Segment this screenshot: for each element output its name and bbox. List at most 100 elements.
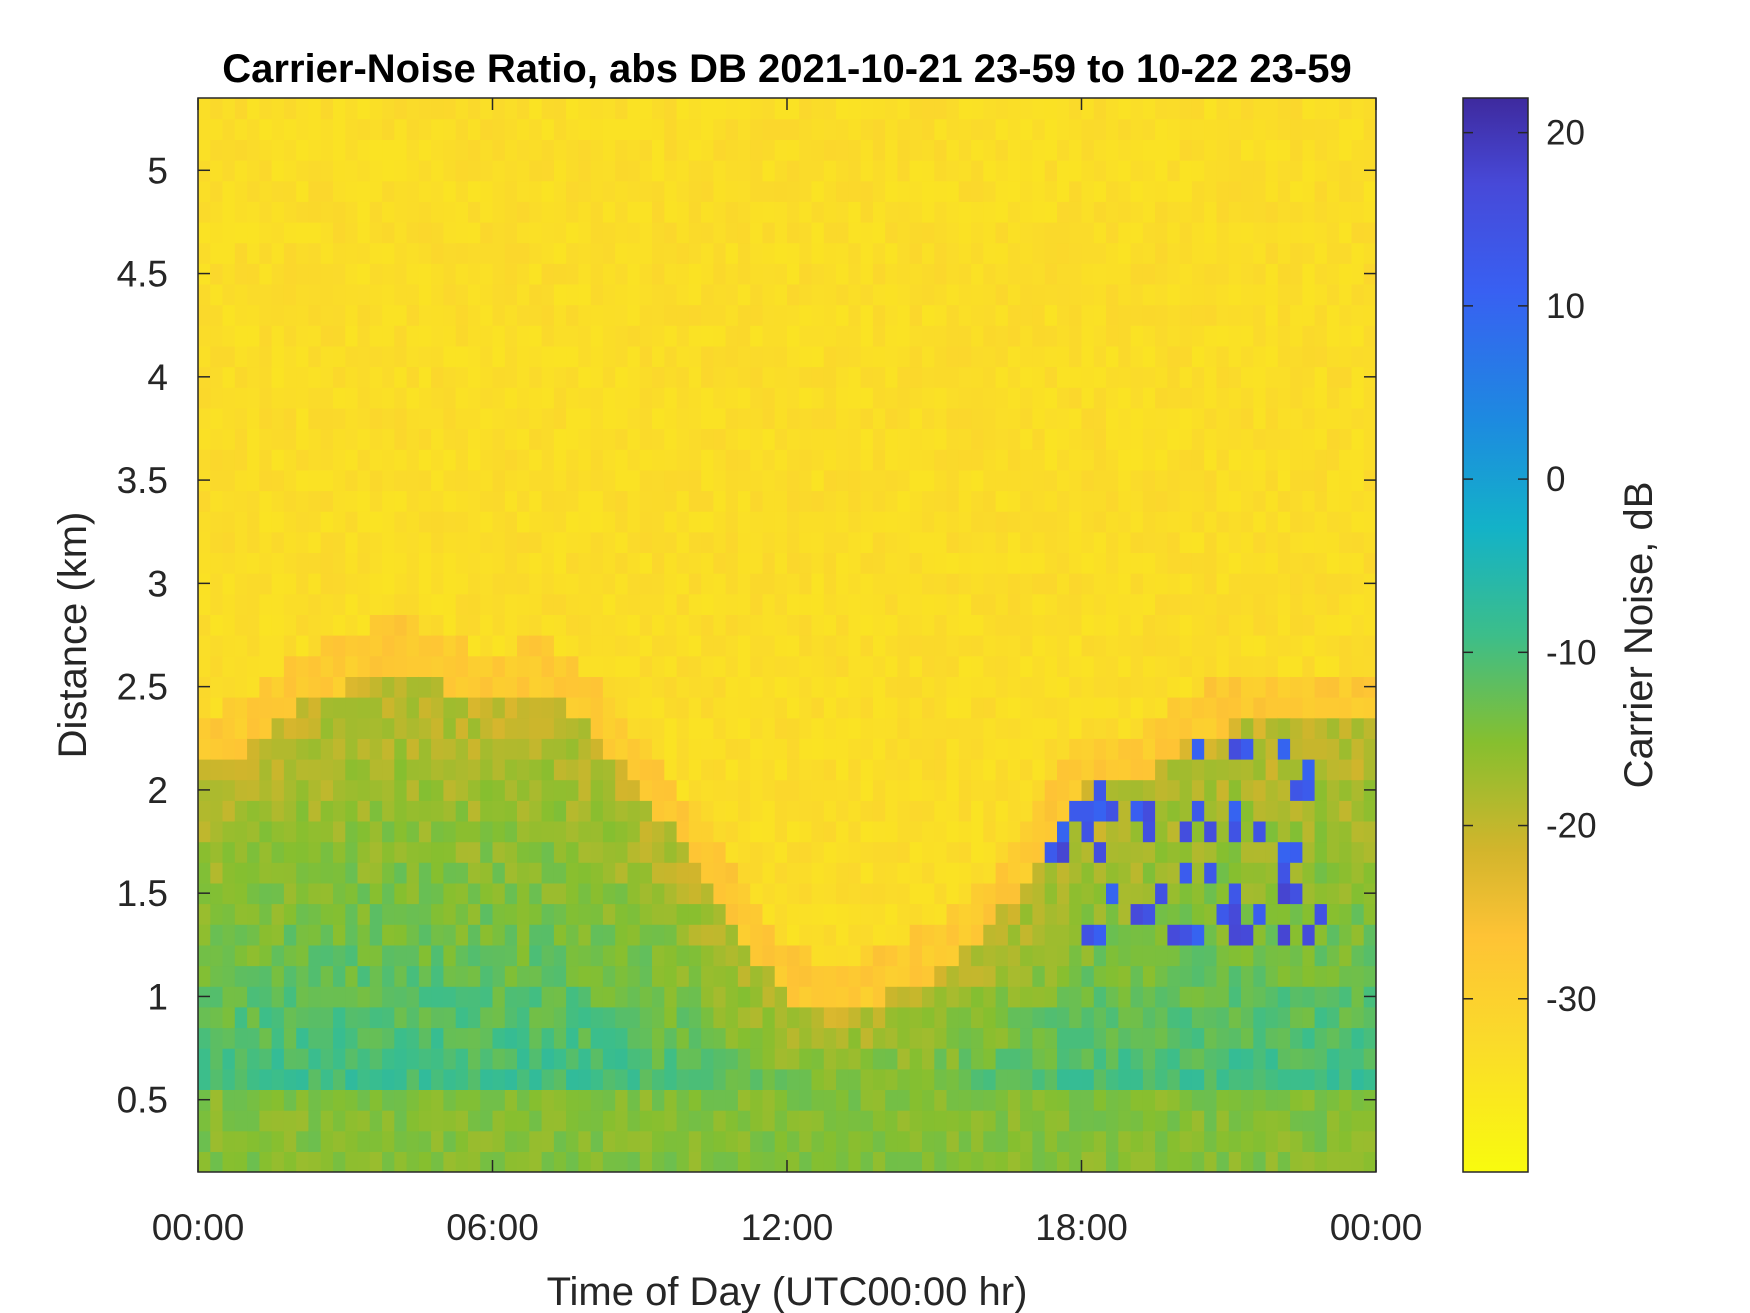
heatmap-cell <box>774 345 788 368</box>
heatmap-cell <box>1339 552 1353 574</box>
heatmap-cell <box>922 676 935 698</box>
heatmap-cell <box>198 407 211 430</box>
heatmap-cell <box>639 676 653 698</box>
heatmap-cell <box>492 758 506 781</box>
heatmap-cell <box>1118 201 1132 223</box>
heatmap-cell <box>222 139 236 161</box>
heatmap-cell <box>296 1151 310 1172</box>
heatmap-cell <box>639 511 653 533</box>
heatmap-cell <box>1032 531 1046 553</box>
heatmap-cell <box>1044 738 1058 760</box>
heatmap-cell <box>701 903 714 925</box>
heatmap-cell <box>958 738 972 760</box>
heatmap-cell <box>909 160 923 182</box>
heatmap-cell <box>1204 511 1218 533</box>
heatmap-cell <box>234 717 248 739</box>
heatmap-cell <box>1069 428 1083 450</box>
heatmap-cell <box>480 903 494 925</box>
heatmap-cell <box>455 139 469 161</box>
heatmap-cell <box>762 924 776 946</box>
heatmap-cell <box>1277 1068 1291 1090</box>
heatmap-cell <box>750 1089 764 1111</box>
heatmap-cell <box>1069 1048 1083 1070</box>
heatmap-cell <box>836 552 849 574</box>
heatmap-cell <box>1167 903 1181 925</box>
heatmap-cell <box>369 779 383 801</box>
heatmap-cell <box>615 800 629 822</box>
heatmap-cell <box>602 428 616 450</box>
heatmap-cell <box>247 593 260 615</box>
heatmap-cell <box>455 758 469 781</box>
heatmap-cell <box>1007 862 1021 884</box>
heatmap-cell <box>860 903 874 925</box>
heatmap-cell <box>222 1027 236 1049</box>
heatmap-cell <box>517 697 530 719</box>
heatmap-cell <box>1351 1068 1365 1090</box>
heatmap-cell <box>517 986 530 1008</box>
heatmap-cell <box>1179 614 1193 636</box>
heatmap-cell <box>799 924 813 946</box>
heatmap-cell <box>1241 345 1254 368</box>
heatmap-cell <box>418 924 432 946</box>
heatmap-cell <box>590 758 604 781</box>
heatmap-cell <box>198 655 211 677</box>
heatmap-cell <box>1241 862 1254 884</box>
heatmap-cell <box>1228 407 1242 430</box>
heatmap-cell <box>566 366 579 388</box>
heatmap-cell <box>271 903 285 925</box>
heatmap-cell <box>333 1110 346 1132</box>
heatmap-cell <box>357 758 371 781</box>
heatmap-cell <box>357 180 371 202</box>
heatmap-cell <box>885 366 899 388</box>
heatmap-cell <box>946 1048 960 1070</box>
heatmap-cell <box>811 697 825 719</box>
heatmap-cell <box>737 221 751 244</box>
heatmap-cell <box>946 449 960 471</box>
heatmap-cell <box>823 820 837 843</box>
heatmap-cell <box>652 593 665 615</box>
heatmap-cell <box>799 614 813 636</box>
heatmap-cell <box>946 738 960 760</box>
heatmap-cell <box>480 387 494 409</box>
heatmap-cell <box>480 841 494 863</box>
heatmap-cell <box>296 635 310 657</box>
heatmap-cell <box>1191 139 1205 161</box>
heatmap-cell <box>492 139 506 161</box>
heatmap-cell <box>529 469 543 492</box>
heatmap-cell <box>333 1027 346 1049</box>
heatmap-cell <box>1142 614 1156 636</box>
heatmap-cell <box>333 882 346 905</box>
heatmap-cell <box>259 139 273 161</box>
heatmap-cell <box>615 428 629 450</box>
heatmap-cell <box>799 903 813 925</box>
heatmap-cell <box>848 366 862 388</box>
heatmap-cell <box>615 1068 629 1090</box>
heatmap-cell <box>590 1027 604 1049</box>
heatmap-cell <box>333 407 346 430</box>
heatmap-cell <box>357 986 371 1008</box>
heatmap-cell <box>1314 511 1328 533</box>
heatmap-cell <box>308 242 322 264</box>
heatmap-cell <box>958 201 972 223</box>
heatmap-cell <box>443 944 457 967</box>
heatmap-cell <box>1253 304 1267 326</box>
heatmap-cell <box>909 862 923 884</box>
heatmap-cell <box>541 1110 555 1132</box>
heatmap-cell <box>1241 263 1254 285</box>
heatmap-cell <box>1351 552 1365 574</box>
heatmap-cell <box>860 283 874 306</box>
heatmap-cell <box>1020 511 1033 533</box>
heatmap-cell <box>787 242 800 264</box>
heatmap-cell <box>1130 118 1144 140</box>
heatmap-cell <box>750 1110 764 1132</box>
heatmap-cell <box>1290 1068 1303 1090</box>
heatmap-cell <box>983 325 997 347</box>
heatmap-cell <box>590 965 604 987</box>
heatmap-cell <box>333 345 346 368</box>
heatmap-cell <box>222 449 236 471</box>
heatmap-cell <box>799 242 813 264</box>
heatmap-cell <box>1290 1110 1303 1132</box>
heatmap-cell <box>1363 655 1376 677</box>
heatmap-cell <box>1155 676 1168 698</box>
heatmap-cell <box>774 965 788 987</box>
